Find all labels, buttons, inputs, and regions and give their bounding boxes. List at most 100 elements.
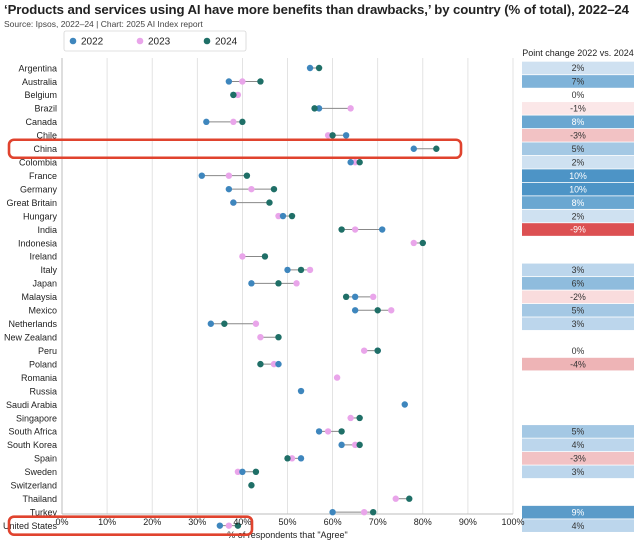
point-2023 [225, 522, 233, 529]
point-2024 [239, 118, 246, 126]
point-2023 [257, 334, 264, 341]
point-2024 [329, 132, 336, 139]
change-value: 5% [572, 305, 585, 315]
change-value: -3% [570, 454, 586, 464]
point-2023 [230, 118, 237, 126]
x-tick-label: 30% [188, 517, 206, 527]
point-2024 [342, 293, 350, 301]
change-cell [522, 182, 634, 196]
point-2023 [360, 347, 368, 354]
point-2023 [275, 212, 282, 220]
change-cell [522, 277, 634, 290]
change-value: 6% [572, 279, 585, 289]
change-cell [522, 519, 634, 532]
point-2023 [234, 91, 242, 99]
point-2024 [406, 495, 413, 502]
country-label-canada: Canada [25, 117, 57, 127]
legend-marker-2023 [136, 37, 144, 45]
legend-label-2023: 2023 [148, 37, 171, 48]
country-label-brazil: Brazil [34, 104, 57, 114]
legend-marker-2024 [203, 37, 211, 45]
country-label-thailand: Thailand [22, 494, 57, 504]
x-tick-label: 40% [233, 517, 251, 527]
change-cell [522, 61, 634, 75]
x-tick-label: 80% [414, 517, 432, 527]
legend-label-2024: 2024 [215, 37, 238, 48]
point-2023 [388, 307, 395, 314]
x-tick-label: 20% [143, 517, 161, 527]
point-2024 [374, 307, 381, 314]
point-2024 [338, 226, 345, 233]
point-2024 [257, 360, 264, 368]
country-label-united-states: United States [3, 521, 58, 531]
point-2023 [324, 132, 332, 139]
change-value: -1% [570, 104, 586, 114]
change-value: 0% [572, 346, 585, 356]
point-2024 [234, 522, 242, 529]
point-2022 [306, 64, 314, 72]
point-2022 [198, 172, 206, 179]
point-2024 [311, 105, 318, 112]
change-cell [522, 425, 634, 438]
change-value: -3% [570, 131, 586, 141]
change-cell [522, 438, 634, 452]
point-2023 [252, 320, 260, 327]
change-value: 3% [572, 265, 585, 275]
point-2024 [266, 199, 273, 206]
point-2024 [338, 428, 345, 435]
x-tick-label: 100% [501, 517, 524, 527]
country-label-hungary: Hungary [23, 211, 58, 221]
change-cell [522, 196, 634, 209]
point-2022 [342, 132, 350, 139]
change-value: 10% [569, 171, 587, 181]
change-cell [522, 75, 634, 88]
point-2023 [225, 172, 233, 179]
country-label-netherlands: Netherlands [8, 319, 57, 329]
highlight-box-united-states [7, 515, 254, 536]
country-label-mexico: Mexico [28, 306, 57, 316]
chart-source: Source: Ipsos, 2022–24 | Chart: 2025 AI … [4, 19, 203, 29]
change-cell [522, 223, 634, 236]
point-2022 [297, 387, 305, 395]
point-2022 [216, 522, 224, 529]
change-value: 5% [572, 427, 585, 437]
point-2023 [347, 105, 354, 112]
change-cell [522, 357, 634, 371]
change-value: 0% [572, 90, 585, 100]
point-2022 [297, 455, 305, 462]
point-2022 [248, 280, 255, 287]
point-2022 [338, 441, 345, 449]
country-label-peru: Peru [38, 346, 57, 356]
highlight-box-china [7, 138, 463, 160]
point-2024 [419, 239, 426, 247]
change-value: 4% [572, 521, 585, 531]
point-2024 [284, 455, 291, 462]
change-value: 10% [569, 184, 587, 194]
point-2024 [369, 508, 377, 516]
country-label-south-africa: South Africa [8, 427, 57, 437]
point-2023 [351, 441, 359, 449]
point-2022 [401, 401, 408, 408]
change-value: -9% [570, 225, 586, 235]
country-label-belgium: Belgium [24, 90, 57, 100]
country-label-indonesia: Indonesia [18, 238, 57, 248]
change-value: 3% [572, 319, 585, 329]
country-label-new-zealand: New Zealand [4, 333, 57, 343]
point-2023 [347, 414, 354, 422]
chart-title: ‘Products and services using AI have mor… [4, 2, 629, 17]
point-2022 [203, 118, 210, 126]
point-2024 [270, 185, 278, 193]
change-cell [522, 102, 634, 115]
change-value: -4% [570, 359, 586, 369]
point-2022 [225, 185, 233, 193]
point-2023 [360, 508, 368, 516]
point-2024 [315, 64, 323, 72]
point-2024 [257, 78, 264, 85]
point-2022 [279, 212, 287, 220]
country-label-switzerland: Switzerland [10, 481, 57, 491]
change-value: 8% [572, 117, 585, 127]
point-2022 [239, 468, 246, 475]
point-2023 [270, 360, 278, 368]
point-2022 [379, 226, 386, 233]
country-label-japan: Japan [32, 279, 57, 289]
